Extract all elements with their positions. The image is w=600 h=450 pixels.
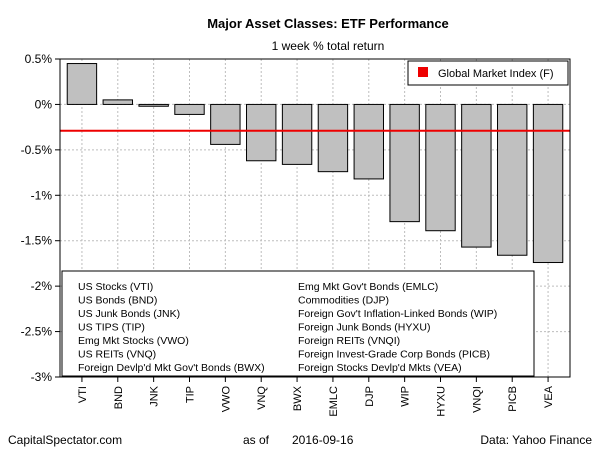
key-item-left: US Bonds (BND): [78, 295, 157, 307]
chart-subtitle: 1 week % total return: [272, 39, 385, 53]
key-item-right: Foreign Gov't Inflation-Linked Bonds (WI…: [298, 308, 497, 320]
key-item-left: US Junk Bonds (JNK): [78, 308, 180, 320]
bar-wip: [389, 103, 420, 223]
x-tick-label: BND: [113, 386, 125, 409]
y-tick-label: -2.5%: [21, 325, 53, 339]
bar-vnq: [246, 103, 277, 162]
legend-label: Global Market Index (F): [438, 68, 554, 80]
bar-vea: [532, 103, 564, 264]
legend-swatch: [418, 67, 428, 77]
key-item-left: US REITs (VNQ): [78, 349, 156, 361]
plot-frame: [59, 58, 571, 378]
key-item-right: Commodities (DJP): [298, 295, 389, 307]
category-key-box: [61, 270, 535, 377]
key-item-left: US TIPS (TIP): [78, 322, 145, 334]
x-tick-label: BWX: [292, 385, 304, 411]
bar-jnk: [138, 103, 169, 107]
y-tick-label: 0%: [35, 97, 53, 111]
x-tick-label: WIP: [400, 386, 412, 407]
key-item-right: Emg Mkt Gov't Bonds (EMLC): [298, 281, 438, 293]
key-item-right: Foreign Junk Bonds (HYXU): [298, 322, 430, 334]
footer-data-source: Data: Yahoo Finance: [480, 433, 592, 447]
x-tick-label: VWO: [220, 386, 232, 413]
key-item-left: Emg Mkt Stocks (VWO): [78, 335, 189, 347]
bars: [66, 63, 564, 264]
bar-tip: [174, 103, 205, 115]
y-tick-label: -3%: [31, 370, 53, 384]
bar-vnqi: [461, 103, 492, 248]
x-tick-label: JNK: [149, 385, 161, 406]
legend: Global Market Index (F): [407, 60, 569, 86]
bar-vti: [66, 63, 98, 105]
x-tick-label: VTI: [77, 386, 89, 403]
y-tick-label: -0.5%: [21, 143, 53, 157]
bar-djp: [353, 103, 384, 180]
chart-title: Major Asset Classes: ETF Performance: [207, 16, 449, 31]
legend-box: [407, 60, 569, 86]
y-tick-label: -2%: [31, 279, 53, 293]
key-item-left: Foreign Devlp'd Mkt Gov't Bonds (BWX): [78, 362, 265, 374]
y-axis: 0.5% 0% -0.5% -1% -1.5% -2% -2.5% -3%: [21, 52, 60, 384]
x-tick-label: DJP: [364, 386, 376, 407]
footer-as-of: as of: [243, 433, 270, 447]
x-tick-label: PICB: [507, 386, 519, 412]
x-tick-label: HYXU: [436, 386, 448, 417]
x-tick-label: VEA: [543, 385, 555, 408]
key-item-right: Foreign Invest-Grade Corp Bonds (PICB): [298, 349, 490, 361]
x-tick-label: VNQI: [471, 386, 483, 413]
x-tick-label: EMLC: [328, 386, 340, 417]
x-tick-label: TIP: [185, 386, 197, 403]
key-item-right: Foreign REITs (VNQI): [298, 335, 400, 347]
bar-picb: [497, 103, 528, 256]
footer-date: 2016-09-16: [292, 433, 354, 447]
y-tick-label: 0.5%: [25, 52, 53, 66]
x-axis: VTI BND JNK TIP VWO VNQ BWX EMLC DJP WIP HYXU VNQI P…: [77, 377, 555, 417]
category-key: US Stocks (VTI) US Bonds (BND)US Junk Bon…: [61, 270, 535, 377]
bar-hyxu: [425, 103, 456, 232]
bar-emlc: [317, 103, 349, 173]
bar-vwo: [210, 103, 241, 145]
bar-bnd: [102, 99, 133, 105]
bar-bwx: [281, 103, 313, 165]
y-tick-label: -1%: [31, 188, 53, 202]
footer-source: CapitalSpectator.com: [8, 433, 122, 447]
x-tick-label: VNQ: [256, 386, 268, 410]
y-tick-label: -1.5%: [21, 234, 53, 248]
key-item-left: US Stocks (VTI): [78, 281, 153, 293]
key-item-right: Foreign Stocks Devlp'd Mkts (VEA): [298, 362, 462, 374]
